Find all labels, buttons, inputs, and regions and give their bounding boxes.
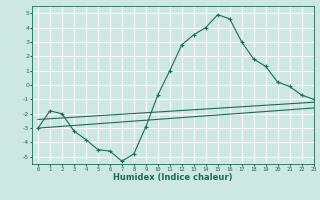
X-axis label: Humidex (Indice chaleur): Humidex (Indice chaleur)	[113, 173, 233, 182]
